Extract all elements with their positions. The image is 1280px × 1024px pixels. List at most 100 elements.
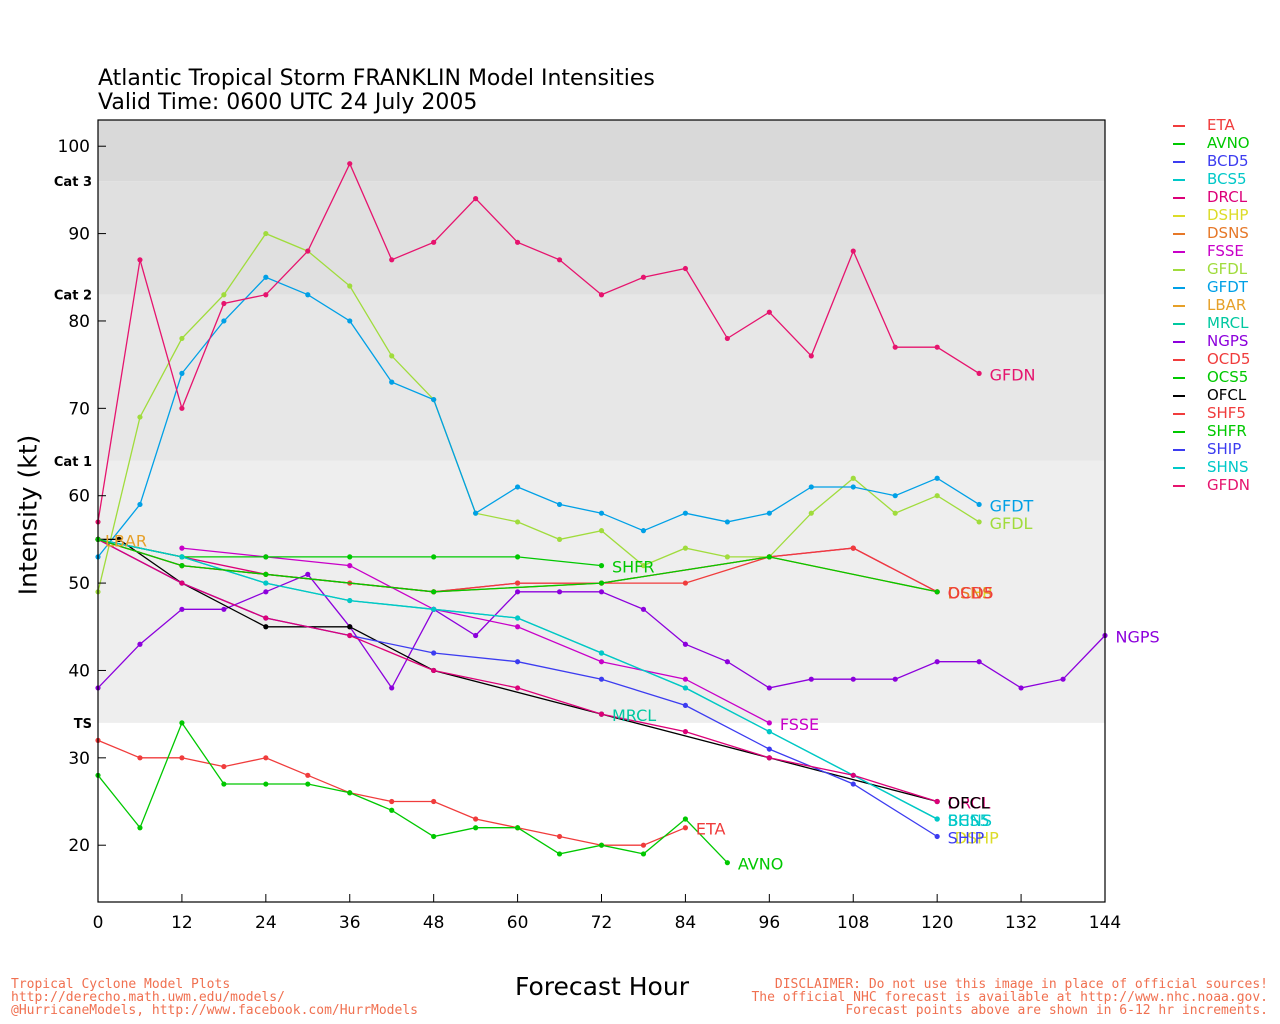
data-point [431, 589, 437, 595]
data-point [808, 484, 814, 490]
data-point [179, 545, 185, 551]
data-point [179, 554, 185, 560]
y-tick-label: 50 [68, 574, 90, 594]
legend-label: SHF5 [1207, 404, 1246, 422]
legend-item-fsse: FSSE [1173, 242, 1244, 260]
footer-line: http://derecho.math.uwm.edu/models/ [11, 990, 285, 1005]
legend-swatch [1173, 214, 1185, 217]
data-point [850, 545, 856, 551]
chart-subtitle: Valid Time: 0600 UTC 24 July 2005 [98, 90, 478, 115]
data-point [682, 816, 689, 822]
data-point [766, 720, 772, 726]
legend-item-ngps: NGPS [1173, 332, 1248, 350]
legend-label: BCD5 [1207, 152, 1249, 170]
y-tick-label: 60 [68, 487, 90, 507]
legend-swatch [1173, 268, 1185, 271]
legend-label: NGPS [1207, 332, 1249, 350]
data-point [640, 842, 647, 848]
data-point [431, 667, 437, 674]
x-tick-label: 72 [591, 913, 613, 933]
data-point [431, 606, 437, 612]
data-point [724, 860, 730, 866]
data-point [1018, 685, 1024, 691]
legend-label: OCS5 [1207, 368, 1249, 386]
data-point [514, 580, 521, 586]
legend-item-dsns: DSNS [1173, 224, 1249, 242]
data-point [137, 641, 143, 647]
legend-item-gfdt: GFDT [1173, 278, 1248, 296]
legend-item-bcd5: BCD5 [1173, 152, 1249, 170]
data-point [892, 676, 898, 682]
series-ngps [95, 571, 1108, 691]
data-point [347, 318, 353, 324]
data-point [556, 536, 563, 542]
data-point [514, 825, 521, 831]
data-point [389, 685, 395, 691]
legend-label: BCS5 [1207, 170, 1247, 188]
data-point [598, 580, 605, 586]
data-point [431, 833, 437, 840]
data-point [640, 274, 647, 280]
data-point [305, 571, 311, 577]
data-point [389, 807, 395, 813]
data-point [976, 501, 982, 508]
legend-item-ocd5: OCD5 [1173, 350, 1250, 368]
footer-disclaimer: DISCLAIMER: Do not use this image in pla… [751, 978, 1268, 1017]
data-point [934, 344, 940, 350]
data-point [473, 825, 479, 831]
data-point [347, 632, 353, 639]
data-point [640, 563, 647, 569]
data-point [598, 589, 605, 595]
data-point [976, 370, 982, 376]
x-tick-label: 24 [255, 913, 277, 933]
data-point [766, 729, 772, 735]
data-point [514, 624, 521, 630]
category-band-label: Cat 3 [54, 175, 92, 190]
data-point [514, 554, 521, 560]
data-point [640, 606, 647, 612]
data-point [892, 493, 898, 499]
data-point [556, 257, 563, 263]
y-tick-label: 40 [68, 661, 90, 681]
legend-swatch [1173, 196, 1185, 199]
data-point [179, 370, 185, 376]
data-point [305, 248, 311, 254]
data-point [514, 685, 521, 691]
data-point [682, 265, 689, 272]
legend-item-bcs5: BCS5 [1173, 170, 1247, 188]
data-point [473, 196, 479, 202]
data-point [682, 641, 689, 647]
data-point [682, 729, 689, 735]
legend-item-ship: SHIP [1173, 440, 1241, 458]
data-point [934, 589, 940, 595]
data-point [682, 685, 689, 691]
series-ocs5_line [95, 536, 940, 595]
data-point [556, 851, 563, 857]
data-point [556, 833, 563, 840]
data-point [682, 702, 689, 709]
legend-swatch [1173, 232, 1185, 235]
y-tick-label: 70 [68, 399, 90, 419]
data-point [892, 510, 898, 516]
data-point [179, 720, 185, 726]
data-point [766, 755, 772, 761]
series-end-label: GFDL [990, 514, 1033, 533]
data-point [221, 781, 227, 787]
legend-swatch [1173, 322, 1185, 325]
legend-label: AVNO [1207, 134, 1250, 152]
series-end-label: LBAR [105, 531, 147, 550]
data-point [347, 563, 353, 569]
series-end-label: MRCL [612, 706, 656, 725]
legend-label: GFDL [1207, 260, 1248, 278]
data-point [1060, 676, 1066, 682]
series-end-label: GFDT [990, 496, 1034, 515]
series-end-label: SHNS [948, 811, 992, 830]
data-point [389, 798, 395, 805]
data-point [263, 571, 269, 577]
data-point [389, 379, 395, 385]
legend-label: SHNS [1207, 458, 1249, 476]
data-point [682, 510, 689, 516]
data-point [221, 318, 227, 324]
data-point [808, 510, 814, 516]
data-point [598, 650, 605, 656]
